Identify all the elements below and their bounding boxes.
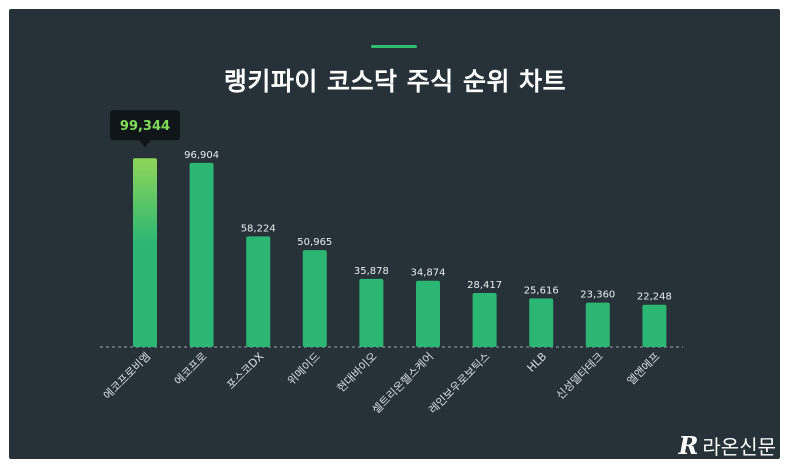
bar[interactable] bbox=[585, 302, 610, 347]
value-tooltip bbox=[110, 110, 180, 141]
data-label: 25,616 bbox=[524, 285, 559, 296]
data-label: 58,224 bbox=[241, 223, 276, 234]
bar[interactable] bbox=[529, 298, 554, 347]
data-label: 50,965 bbox=[297, 237, 332, 248]
x-tick-label: HLB bbox=[525, 350, 550, 375]
bar[interactable] bbox=[472, 293, 497, 347]
x-tick-label: 에코프로비엠 bbox=[101, 350, 153, 402]
data-label: 23,360 bbox=[580, 290, 615, 301]
x-tick-label: 위메이드 bbox=[285, 350, 323, 388]
x-tick-label: 포스코DX bbox=[224, 350, 266, 392]
data-label: 35,878 bbox=[354, 266, 389, 277]
data-label: 34,874 bbox=[411, 268, 446, 279]
x-tick-label: 신성델타테크 bbox=[554, 350, 606, 402]
quill-r-logo-icon: R bbox=[678, 431, 699, 460]
brand-logo: R 라온신문 bbox=[678, 431, 776, 460]
value-tooltip-pointer bbox=[139, 140, 151, 148]
brand-name: 라온신문 bbox=[702, 435, 776, 459]
title-accent-line bbox=[371, 45, 417, 48]
chart-title: 랭키파이 코스닥 주식 순위 차트 bbox=[223, 67, 567, 96]
x-tick-label: 레인보우로보틱스 bbox=[426, 350, 492, 416]
data-label: 28,417 bbox=[467, 280, 502, 291]
data-label: 96,904 bbox=[184, 150, 219, 161]
bar[interactable] bbox=[246, 236, 271, 347]
bar[interactable] bbox=[642, 304, 667, 347]
bar[interactable] bbox=[359, 278, 384, 347]
bar[interactable] bbox=[133, 158, 157, 347]
data-label: 99,344 bbox=[120, 119, 170, 134]
bar[interactable] bbox=[189, 162, 214, 347]
x-tick-label: 에코프로 bbox=[172, 350, 210, 388]
data-label: 22,248 bbox=[637, 292, 672, 303]
bar[interactable] bbox=[416, 280, 440, 347]
x-tick-label: 현대바이오 bbox=[335, 350, 380, 395]
x-tick-label: 엘앤에프 bbox=[625, 350, 663, 388]
bar[interactable] bbox=[302, 250, 327, 347]
